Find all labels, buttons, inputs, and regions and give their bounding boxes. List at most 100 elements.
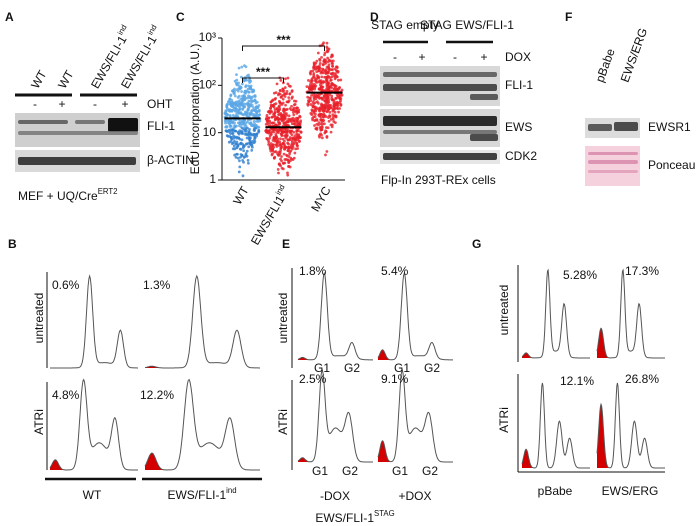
dot (329, 123, 333, 127)
dot (247, 94, 250, 98)
dot (315, 59, 319, 63)
dot (331, 98, 335, 102)
dot (287, 161, 291, 165)
band (470, 134, 498, 141)
dot (277, 120, 280, 124)
histogram (49, 378, 138, 471)
dot (309, 103, 313, 106)
label: WT (83, 488, 102, 502)
dot (327, 63, 331, 67)
dot (285, 130, 289, 133)
dot (232, 134, 235, 138)
dot (291, 116, 295, 120)
dot (234, 142, 238, 146)
panel-letter: C (176, 10, 185, 24)
dot (327, 75, 331, 79)
dot (228, 113, 232, 117)
dot (247, 161, 250, 165)
dot (224, 110, 228, 114)
dot (240, 132, 244, 135)
dot (236, 131, 240, 135)
dot (322, 103, 325, 107)
label-main: EWS/FLI-1 (167, 488, 226, 502)
dot (225, 112, 229, 116)
band (18, 157, 136, 165)
dot (242, 126, 246, 130)
dot (338, 107, 342, 110)
label-main: MYC (308, 184, 334, 214)
dot (234, 100, 238, 104)
dot (245, 126, 249, 130)
label: 1.3% (143, 278, 171, 292)
dot (275, 82, 279, 86)
band (588, 160, 638, 164)
dot (229, 125, 233, 128)
band (588, 152, 638, 155)
label: Flp-In 293T-REx cells (381, 173, 496, 187)
dot (329, 68, 333, 72)
dot (286, 82, 290, 86)
dot (237, 66, 241, 70)
dot (326, 126, 330, 130)
dot (240, 82, 244, 86)
dot (315, 100, 319, 104)
dot (275, 116, 279, 120)
band (75, 120, 105, 124)
dot (330, 125, 334, 129)
dot (333, 77, 337, 81)
dot (236, 95, 240, 99)
dot (274, 91, 278, 95)
label: 17.3% (625, 264, 659, 278)
dot (252, 106, 255, 110)
dot (249, 102, 253, 106)
dot (290, 122, 294, 126)
dot (320, 55, 323, 59)
dot (287, 117, 290, 121)
phase-label: G1 (314, 361, 330, 375)
label: CDK2 (505, 149, 537, 163)
histogram (297, 369, 373, 463)
dot (294, 109, 298, 113)
phase-label: G1 (312, 464, 328, 478)
phase-label: G2 (342, 464, 358, 478)
band (18, 131, 138, 135)
dot (324, 99, 328, 103)
dot (234, 125, 237, 128)
phase-label: G1 (394, 361, 410, 375)
dot (319, 71, 323, 75)
dot (245, 120, 249, 124)
dot (281, 90, 285, 93)
band (383, 153, 497, 160)
label-main: WT (230, 184, 252, 208)
dot (229, 128, 233, 132)
dot (274, 96, 278, 100)
dot (307, 78, 310, 82)
dot (293, 140, 296, 144)
dot (323, 51, 327, 55)
dot (272, 143, 275, 147)
dot (339, 104, 343, 107)
dot (286, 171, 289, 175)
panel-letter: E (282, 237, 290, 251)
label: STAG EWS/FLI-1 (420, 18, 514, 32)
dot (277, 92, 281, 95)
dot (253, 114, 257, 117)
dot (324, 130, 328, 133)
dot (314, 77, 317, 81)
blot (380, 109, 500, 147)
dot (293, 102, 297, 106)
dot (285, 119, 289, 123)
label: EWS/ERG (602, 484, 659, 498)
dot (232, 91, 236, 95)
dot (244, 153, 248, 157)
dot (313, 87, 317, 91)
dot (292, 130, 296, 134)
treatment-sign: - (33, 97, 37, 111)
dot (225, 129, 229, 133)
dot (280, 155, 283, 158)
dot (249, 121, 253, 125)
dot (313, 124, 316, 127)
dot (320, 85, 324, 89)
band (588, 124, 612, 131)
